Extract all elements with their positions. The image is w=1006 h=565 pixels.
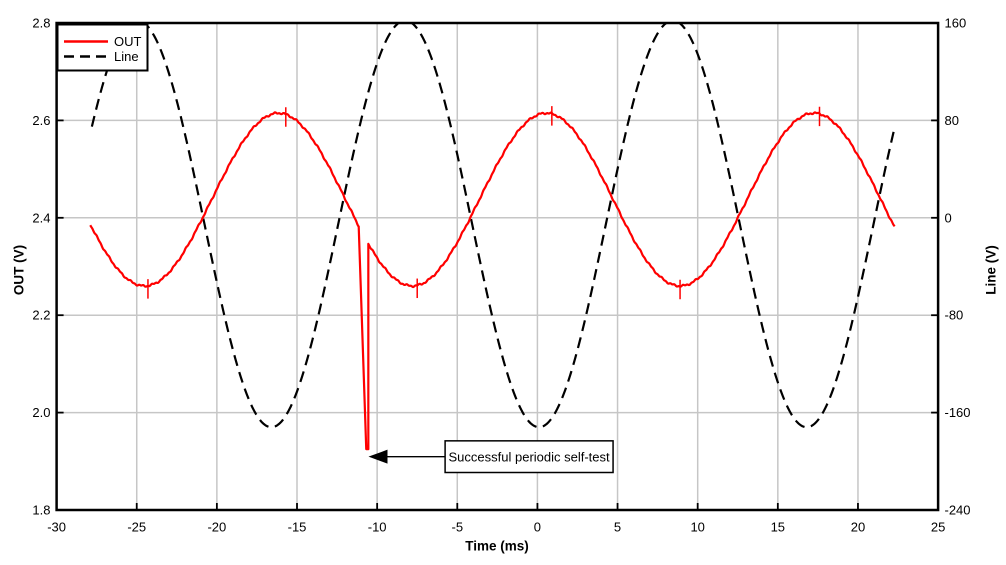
legend-line-label: Line [114,49,139,64]
curves [89,23,896,451]
x-tick-label: 25 [931,520,945,535]
y-right-tick-label: -240 [945,503,971,518]
x-tick-label: 15 [771,520,785,535]
annotation-box [444,440,614,474]
y-left-tick-label: 2.0 [32,405,50,420]
x-tick-label: 0 [534,520,541,535]
x-tick-label: 20 [851,520,865,535]
y-right-tick-label: 160 [945,16,967,31]
x-axis-title: Time (ms) [465,539,529,554]
y-right-tick-label: 0 [945,210,952,225]
legend-box [56,23,149,72]
y-right-tick-label: -80 [945,308,964,323]
tick-labels: -30 -25 -20 -15 -10 -5 0 5 10 15 20 25 2.8 2.6 2.4 2.2 2… [32,16,970,535]
axis-ticks [55,22,939,511]
out-series-path [89,111,896,451]
x-tick-label: -20 [207,520,226,535]
x-tick-label: 10 [690,520,704,535]
x-tick-label: -5 [452,520,464,535]
legend: OUT Line [56,23,149,72]
y-left-tick-label: 2.6 [32,113,50,128]
x-tick-label: -10 [368,520,387,535]
legend-out-label: OUT [114,34,142,49]
x-tick-label: -30 [47,520,66,535]
y-left-tick-label: 1.8 [32,503,50,518]
x-tick-label: -15 [288,520,307,535]
annotation-text: Successful periodic self-test [449,450,611,465]
axis-titles: Time (ms) OUT (V) Line (V) [12,245,999,554]
x-tick-label: -25 [127,520,146,535]
plot-border [55,21,940,512]
y-right-axis-title: Line (V) [984,245,999,295]
y-left-axis-title: OUT (V) [12,245,27,295]
y-right-tick-label: -160 [945,405,971,420]
x-tick-label: 5 [614,520,621,535]
annotation-arrowhead [368,449,388,464]
line-series-path [90,23,896,429]
y-left-tick-label: 2.2 [32,308,50,323]
y-left-tick-label: 2.4 [32,210,50,225]
self-test-annotation: Successful periodic self-test [368,440,614,474]
y-left-tick-label: 2.8 [32,16,50,31]
gridlines [56,23,939,510]
y-right-tick-label: 80 [945,113,959,128]
